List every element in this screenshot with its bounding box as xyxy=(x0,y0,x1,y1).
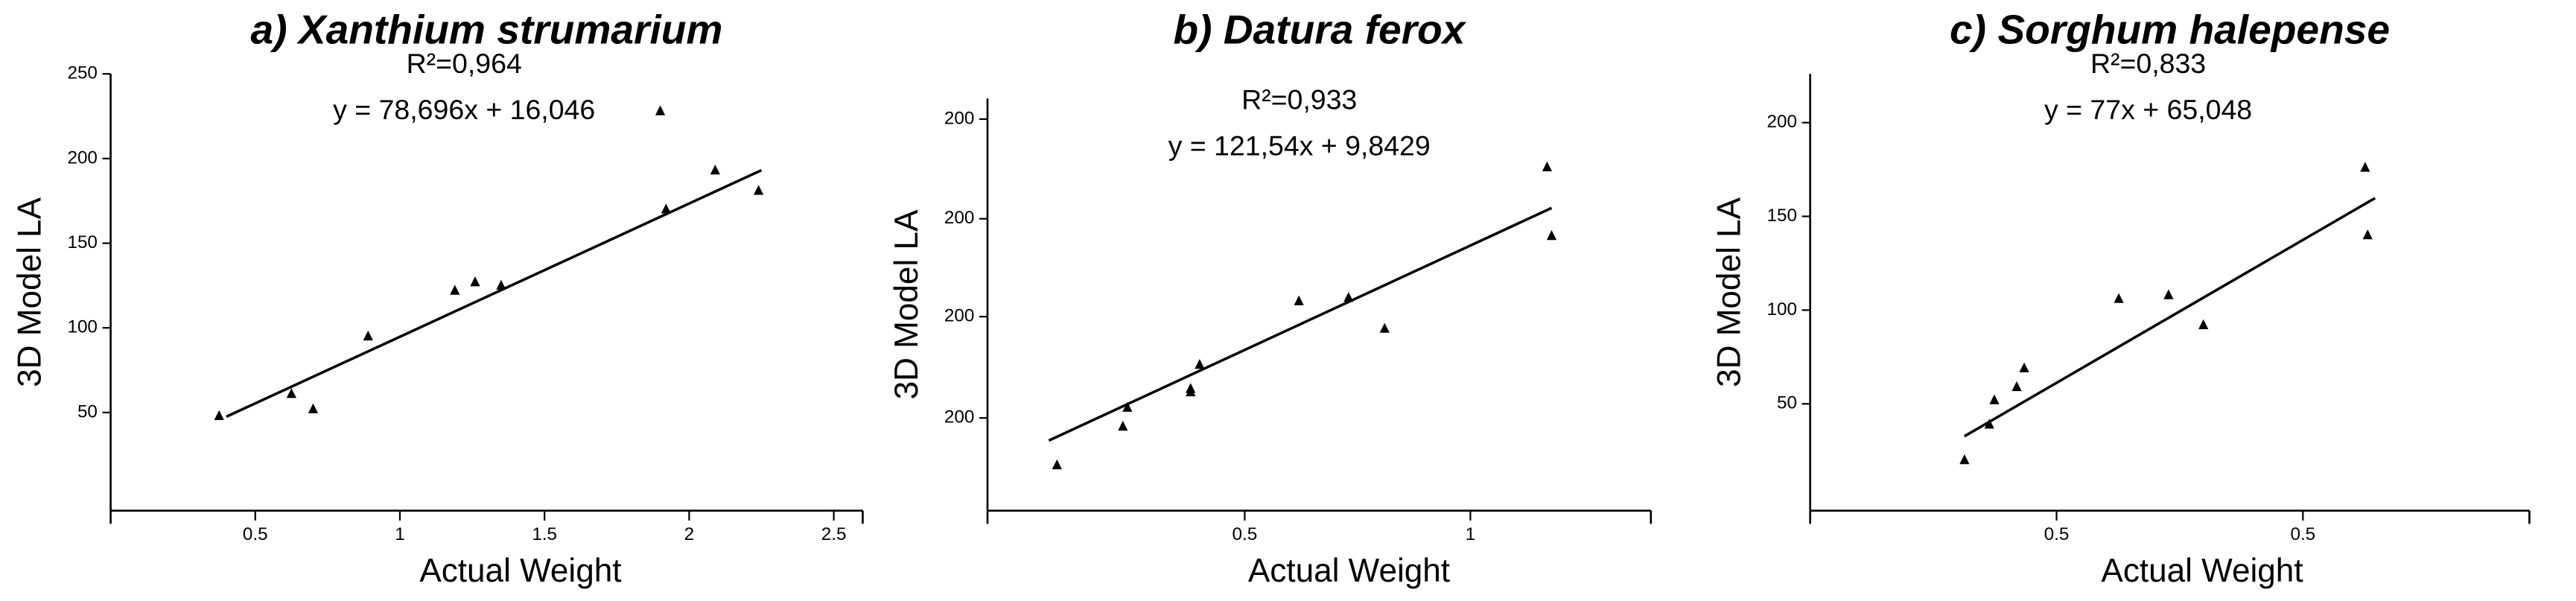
data-point xyxy=(308,403,319,413)
x-axis-label: Actual Weight xyxy=(1248,553,1450,589)
x-tick-label: 2.5 xyxy=(821,524,847,544)
data-point xyxy=(661,203,671,214)
data-point xyxy=(1984,419,1994,429)
data-point xyxy=(1118,421,1128,431)
chart-title: c) Sorghum halepense xyxy=(1950,7,2390,53)
data-point xyxy=(1343,292,1354,302)
data-point xyxy=(1379,322,1390,333)
x-tick-label: 1 xyxy=(1466,524,1476,544)
annotation: R²=0,833 xyxy=(2090,48,2206,79)
trend-line xyxy=(1048,206,1553,442)
chart-panel: a) Xanthium strumarium 250 200 150 100 50 0.5 1… xyxy=(11,7,864,589)
y-axis-label: 3D Model LA xyxy=(888,209,925,399)
y-tick-label: 150 xyxy=(1767,206,1797,226)
data-point xyxy=(2163,289,2174,299)
x-tick-label: 0.5 xyxy=(1233,524,1258,544)
y-tick-label: 200 xyxy=(944,407,974,427)
y-tick-label: 200 xyxy=(1767,112,1797,132)
y-tick-label: 200 xyxy=(944,208,974,228)
trend-line xyxy=(226,168,763,419)
data-point xyxy=(363,330,373,341)
chart-panel: b) Datura ferox 200 200 200 200 0.5 1 Actual We… xyxy=(888,7,1653,589)
x-tick-label: 1.5 xyxy=(532,524,557,544)
x-axis-label: Actual Weight xyxy=(2101,553,2303,589)
y-tick-label: 200 xyxy=(67,147,97,168)
data-point xyxy=(1989,394,2000,404)
data-point xyxy=(1959,454,1970,465)
y-tick-label: 200 xyxy=(944,306,974,326)
data-point xyxy=(2362,229,2373,240)
trend-line xyxy=(1963,197,2376,438)
data-point xyxy=(214,410,224,420)
data-point xyxy=(450,284,460,295)
y-tick-label: 200 xyxy=(944,108,974,128)
annotation: y = 78,696x + 16,046 xyxy=(333,94,595,125)
data-point xyxy=(1052,459,1062,470)
data-point xyxy=(753,185,764,195)
y-tick-label: 150 xyxy=(67,232,97,252)
data-point xyxy=(2114,293,2124,303)
data-point xyxy=(1546,230,1557,241)
data-point xyxy=(286,388,296,398)
data-point xyxy=(1186,383,1196,393)
y-axis-label: 3D Model LA xyxy=(1711,197,1747,387)
data-point xyxy=(1195,359,1205,369)
y-tick-label: 50 xyxy=(77,401,98,422)
data-point xyxy=(496,279,506,290)
chart-title: b) Datura ferox xyxy=(1173,7,1466,53)
x-tick-label: 0.5 xyxy=(2044,524,2070,544)
data-point xyxy=(470,276,480,287)
x-tick-label: 1 xyxy=(395,524,405,544)
annotation: R²=0,933 xyxy=(1241,84,1357,115)
y-tick-label: 250 xyxy=(67,63,97,83)
data-point xyxy=(2198,319,2209,330)
data-point xyxy=(1294,295,1304,305)
data-point xyxy=(655,105,666,115)
x-tick-label: 2 xyxy=(684,524,695,544)
y-tick-label: 50 xyxy=(1777,393,1797,413)
data-point xyxy=(1542,161,1553,172)
y-tick-label: 100 xyxy=(67,317,97,337)
x-tick-label: 0.5 xyxy=(2290,524,2315,544)
chart-panel: c) Sorghum halepense 200 150 100 50 0.5 0.5 Act… xyxy=(1711,7,2531,589)
y-axis-label: 3D Model LA xyxy=(11,197,48,387)
data-point xyxy=(710,165,720,175)
x-axis-label: Actual Weight xyxy=(419,553,621,589)
annotation: y = 121,54x + 9,8429 xyxy=(1168,130,1431,161)
y-tick-label: 100 xyxy=(1767,299,1797,319)
annotation: R²=0,964 xyxy=(407,48,522,79)
data-point xyxy=(2019,362,2029,372)
chart-title: a) Xanthium strumarium xyxy=(251,7,723,53)
data-point xyxy=(1122,401,1133,412)
data-point xyxy=(2011,381,2022,392)
x-tick-label: 0.5 xyxy=(243,524,268,544)
annotation: y = 77x + 65,048 xyxy=(2044,94,2252,125)
data-point xyxy=(2360,162,2370,172)
